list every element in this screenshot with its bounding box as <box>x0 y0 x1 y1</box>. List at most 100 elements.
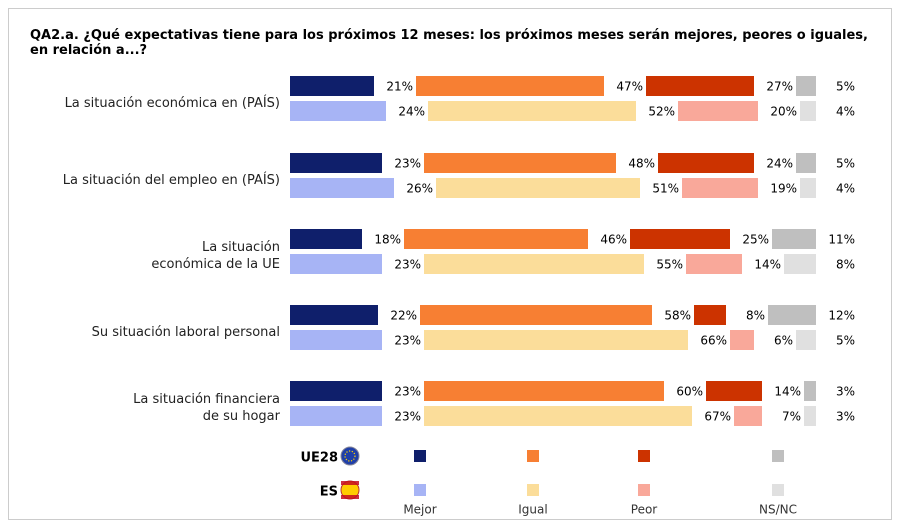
bar-segment <box>290 381 382 401</box>
value-label: 4% <box>836 182 855 196</box>
value-label: 8% <box>746 309 765 323</box>
value-label: 22% <box>390 309 417 323</box>
bar-segment <box>290 153 382 173</box>
eu-flag <box>340 446 360 466</box>
value-label: 21% <box>386 80 413 94</box>
legend-label: NS/NC <box>759 503 797 517</box>
legend-swatch <box>527 450 539 462</box>
value-label: 55% <box>656 258 683 272</box>
bar-segment <box>694 305 726 325</box>
bar-segment <box>290 76 374 96</box>
chart-title: QA2.a. ¿Qué expectativas tiene para los … <box>30 28 868 58</box>
bar-segment <box>706 381 762 401</box>
bar-segment <box>630 229 730 249</box>
value-label: 5% <box>836 157 855 171</box>
value-label: 7% <box>782 410 801 424</box>
bar-segment <box>290 101 386 121</box>
value-label: 67% <box>704 410 731 424</box>
bar-segment <box>734 406 762 426</box>
bar-segment <box>290 254 382 274</box>
value-label: 23% <box>394 258 421 272</box>
legend-swatch <box>772 484 784 496</box>
frame <box>8 8 892 520</box>
bar-segment <box>424 381 664 401</box>
value-label: 14% <box>774 385 801 399</box>
bar-segment <box>804 381 816 401</box>
value-label: 23% <box>394 385 421 399</box>
category-label: Su situación laboral personal <box>91 324 280 340</box>
legend-swatch <box>414 450 426 462</box>
bar-segment <box>804 406 816 426</box>
bar-segment <box>424 153 616 173</box>
bar-segment <box>686 254 742 274</box>
value-label: 52% <box>648 105 675 119</box>
category-label: La situación económica de la UE <box>151 240 280 272</box>
value-label: 14% <box>754 258 781 272</box>
value-label: 18% <box>374 233 401 247</box>
value-label: 4% <box>836 105 855 119</box>
group-label: UE28 <box>300 451 338 466</box>
bar-segment <box>290 330 382 350</box>
legend-label: Igual <box>518 503 547 517</box>
value-label: 23% <box>394 334 421 348</box>
value-label: 6% <box>774 334 793 348</box>
bar-segment <box>800 101 816 121</box>
bar-segment <box>646 76 754 96</box>
value-label: 8% <box>836 258 855 272</box>
legend-label: Peor <box>631 503 658 517</box>
legend-swatch <box>527 484 539 496</box>
value-label: 51% <box>652 182 679 196</box>
value-label: 3% <box>836 410 855 424</box>
value-label: 26% <box>406 182 433 196</box>
bar-segment <box>428 101 636 121</box>
bar-segment <box>290 406 382 426</box>
legend-label: Mejor <box>403 503 436 517</box>
category-label: La situación financiera de su hogar <box>133 392 280 424</box>
value-label: 5% <box>836 80 855 94</box>
value-label: 66% <box>700 334 727 348</box>
bar-segment <box>796 330 816 350</box>
group-label: ES <box>320 485 338 500</box>
bar-segment <box>290 229 362 249</box>
bar-segment <box>768 305 816 325</box>
bar-segment <box>800 178 816 198</box>
bar-segment <box>290 305 378 325</box>
bar-segment <box>290 178 394 198</box>
legend-swatch <box>638 450 650 462</box>
bar-segment <box>796 153 816 173</box>
legend-swatch <box>638 484 650 496</box>
value-label: 25% <box>742 233 769 247</box>
bar-segment <box>784 254 816 274</box>
bar-segment <box>416 76 604 96</box>
value-label: 11% <box>828 233 855 247</box>
value-label: 24% <box>766 157 793 171</box>
value-label: 3% <box>836 385 855 399</box>
value-label: 23% <box>394 157 421 171</box>
value-label: 48% <box>628 157 655 171</box>
value-label: 46% <box>600 233 627 247</box>
bar-segment <box>436 178 640 198</box>
legend-swatch <box>414 484 426 496</box>
bar-segment <box>682 178 758 198</box>
bar-segment <box>424 330 688 350</box>
value-label: 12% <box>828 309 855 323</box>
value-label: 23% <box>394 410 421 424</box>
category-label: La situación del empleo en (PAÍS) <box>62 172 280 188</box>
legend-swatch <box>772 450 784 462</box>
value-label: 60% <box>676 385 703 399</box>
value-label: 27% <box>766 80 793 94</box>
value-label: 58% <box>664 309 691 323</box>
bar-segment <box>678 101 758 121</box>
bar-segment <box>420 305 652 325</box>
category-label: La situación económica en (PAÍS) <box>64 95 280 111</box>
value-label: 24% <box>398 105 425 119</box>
bar-segment <box>772 229 816 249</box>
bar-segment <box>796 76 816 96</box>
bar-segment <box>424 254 644 274</box>
value-label: 20% <box>770 105 797 119</box>
value-label: 47% <box>616 80 643 94</box>
bar-segment <box>404 229 588 249</box>
bar-segment <box>730 330 754 350</box>
bar-segment <box>424 406 692 426</box>
